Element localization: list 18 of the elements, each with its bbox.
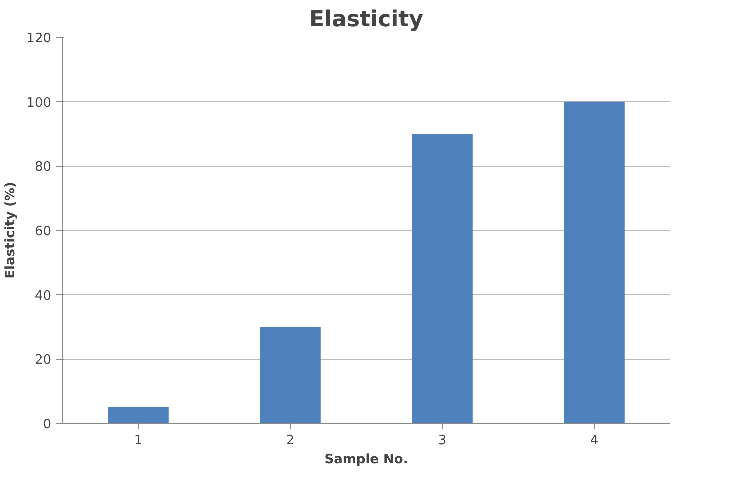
x-tick-label: 4 bbox=[590, 434, 599, 448]
bar bbox=[564, 102, 625, 424]
y-tick-label: 60 bbox=[34, 224, 52, 240]
bar bbox=[412, 134, 473, 424]
bar bbox=[260, 327, 321, 424]
bar bbox=[108, 407, 169, 424]
x-tick-label: 3 bbox=[438, 434, 447, 448]
x-tick-label: 2 bbox=[286, 434, 295, 448]
y-tick-label: 100 bbox=[26, 96, 52, 111]
y-tick-label: 0 bbox=[43, 418, 52, 432]
x-axis-title: Sample No. bbox=[324, 452, 408, 468]
chart-title: Elasticity bbox=[309, 8, 424, 32]
y-tick-label: 80 bbox=[34, 160, 52, 176]
x-tick-label: 1 bbox=[134, 434, 143, 448]
y-tick-label: 120 bbox=[26, 32, 52, 46]
y-tick-label: 20 bbox=[34, 353, 52, 368]
y-tick-label: 40 bbox=[34, 288, 52, 304]
y-axis-title: Elasticity (%) bbox=[4, 182, 19, 279]
